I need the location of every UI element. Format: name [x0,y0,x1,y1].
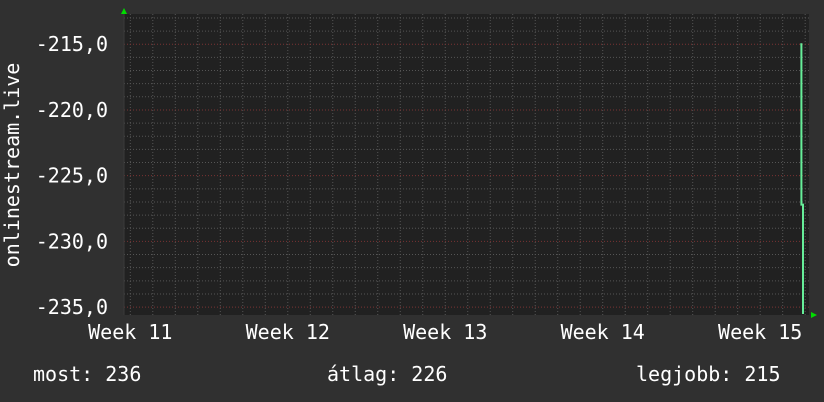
x-tick-label: Week 15 [718,320,802,344]
y-tick-label: -215,0 [36,32,108,56]
y-axis-label: onlinestream.live [0,63,24,268]
x-tick-label: Week 13 [403,320,487,344]
y-tick-label: -225,0 [36,164,108,188]
x-tick-label: Week 11 [88,320,172,344]
y-tick-label: -235,0 [36,295,108,319]
x-tick-label: Week 14 [561,320,645,344]
stat-current: most: 236 [33,362,142,386]
y-axis-arrow-icon [121,8,127,14]
y-tick-label: -220,0 [36,98,108,122]
stat-average: átlag: 226 [327,362,448,386]
x-axis-arrow-icon [811,312,817,318]
stat-max: legjobb: 215 [636,362,781,386]
series-line [800,43,804,314]
x-tick-label: Week 12 [246,320,330,344]
plot-area [124,14,809,315]
y-tick-label: -230,0 [36,229,108,253]
